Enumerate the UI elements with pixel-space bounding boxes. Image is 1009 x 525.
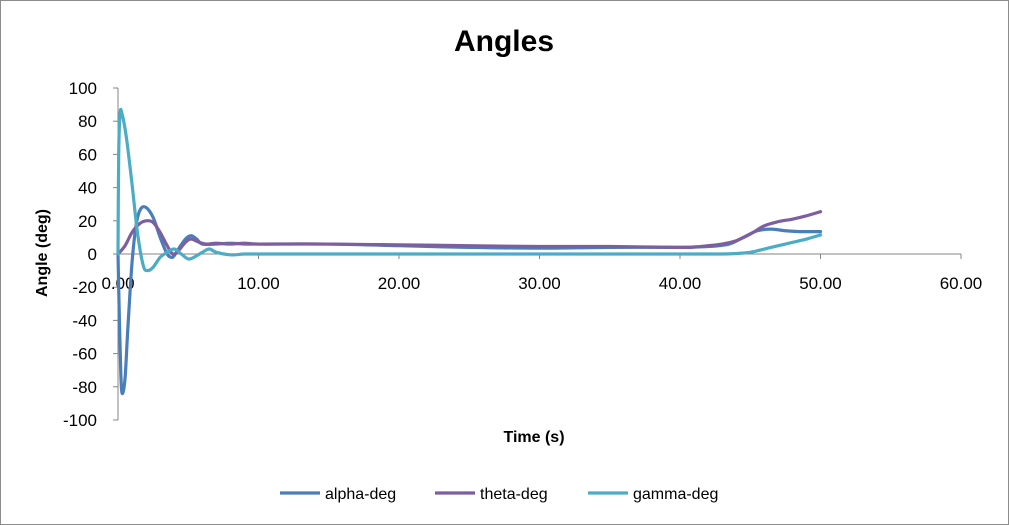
legend: alpha-deg theta-deg gamma-deg (280, 486, 718, 503)
x-axis-title: Time (s) (503, 429, 564, 446)
series-line-theta-deg (116, 210, 823, 256)
y-tick-label: -100 (63, 411, 97, 430)
legend-label-gamma-deg: gamma-deg (633, 486, 718, 503)
y-tick-label: 100 (69, 79, 97, 98)
y-tick-label: 40 (78, 179, 97, 198)
y-tick-label: 80 (78, 112, 97, 131)
y-tick-label: 0 (88, 245, 97, 264)
series-line-alpha-deg (116, 205, 823, 396)
x-tick-label: 10.00 (237, 274, 280, 293)
chart-title: Angles (454, 25, 554, 58)
y-tick-label: -60 (72, 345, 97, 364)
legend-label-alpha-deg: alpha-deg (325, 486, 396, 503)
y-tick-label: 20 (78, 212, 97, 231)
y-axis-title: Angle (deg) (34, 209, 51, 297)
x-tick-label: 50.00 (799, 274, 842, 293)
x-tick-label: 60.00 (940, 274, 983, 293)
plot-series (116, 107, 823, 396)
y-tick-label: -20 (72, 278, 97, 297)
series-line-gamma-deg (116, 107, 823, 273)
x-tick-label: 40.00 (659, 274, 702, 293)
y-tick-label: -80 (72, 378, 97, 397)
y-tick-label: -40 (72, 311, 97, 330)
legend-label-theta-deg: theta-deg (480, 486, 548, 503)
x-tick-label: 30.00 (518, 274, 561, 293)
x-tick-label: 20.00 (378, 274, 421, 293)
y-tick-label: 60 (78, 145, 97, 164)
